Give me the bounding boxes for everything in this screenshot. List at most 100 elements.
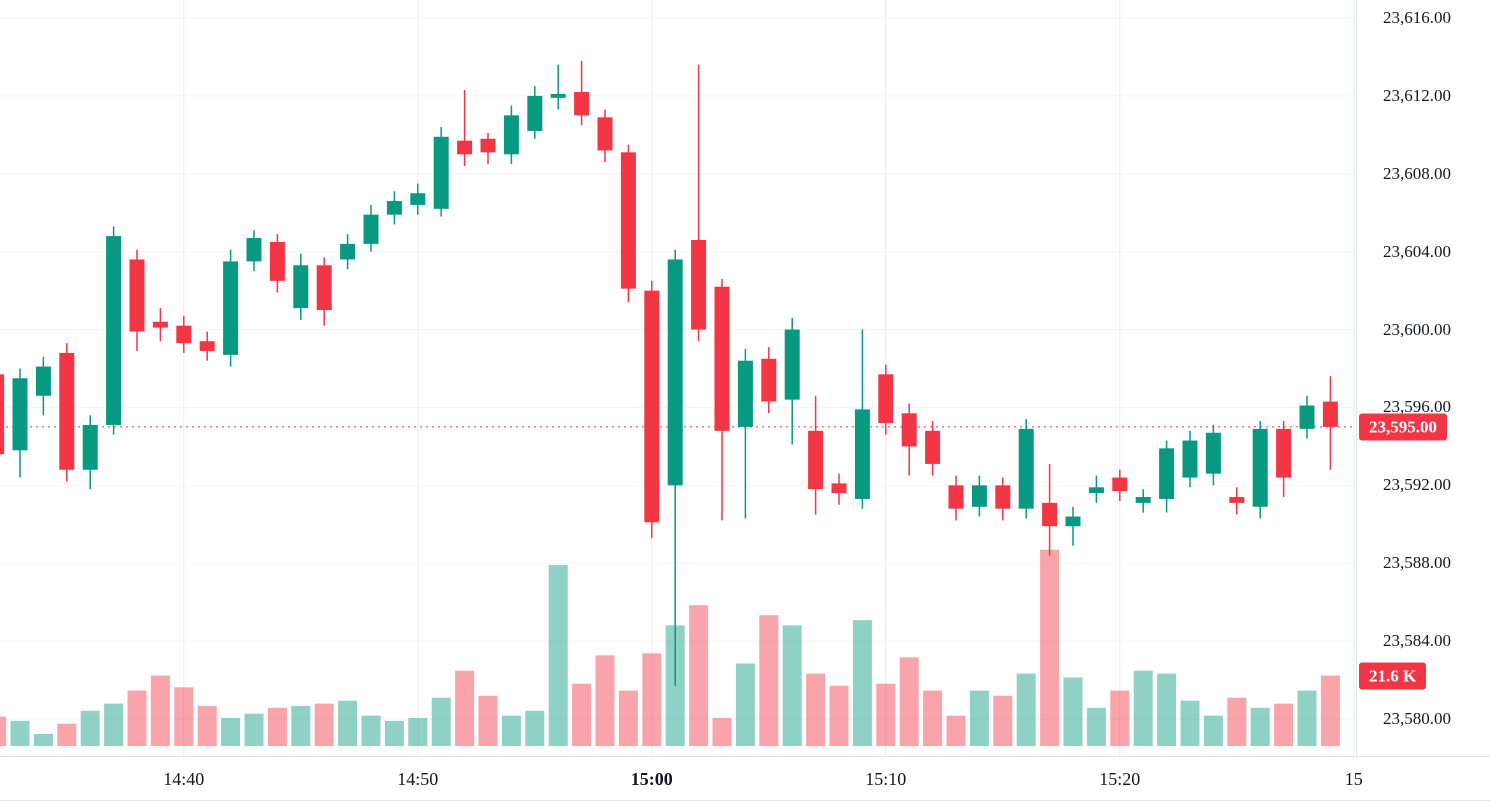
candle-body [1018, 428, 1034, 509]
volume-bar [1133, 670, 1153, 746]
volume-bar [969, 690, 989, 746]
volume-bar [314, 703, 334, 746]
volume-bar [595, 655, 615, 746]
candle-body [550, 93, 566, 98]
time-axis[interactable]: 14:40 14:50 15:00 15:10 15:20 15 [0, 756, 1490, 801]
candle-body [386, 201, 402, 215]
volume-bar [10, 720, 30, 746]
volume-bar [1157, 673, 1177, 746]
candle-body [620, 152, 636, 289]
candle-body [667, 259, 683, 486]
candle-body [761, 358, 777, 402]
candle-body [1159, 448, 1175, 499]
price-tick-label: 23,592.00 [1383, 475, 1451, 495]
volume-badge: 21.6 K [1359, 662, 1427, 690]
candle-body [1322, 401, 1338, 427]
candle-body [808, 430, 824, 490]
volume-bar [478, 695, 498, 746]
volume-bar [806, 673, 826, 746]
volume-bar [735, 663, 755, 746]
time-tick-label: 14:50 [397, 769, 439, 789]
candle-body [223, 261, 239, 355]
volume-bar [104, 703, 124, 746]
volume-bar [1016, 673, 1036, 746]
volume-bar [525, 710, 545, 746]
volume-bar [876, 683, 896, 746]
candle-body [1135, 497, 1151, 503]
volume-bar [899, 657, 919, 746]
volume-bar [946, 715, 966, 746]
volume-bar [384, 720, 404, 746]
candle-body [995, 485, 1011, 509]
volume-bar [174, 687, 194, 746]
volume-bar [1086, 707, 1106, 746]
candle-body [1205, 432, 1221, 474]
volume-bar [408, 717, 428, 746]
candle-body [1276, 428, 1292, 478]
time-tick-label: 14:40 [163, 769, 205, 789]
volume-bar [244, 713, 264, 746]
volume-bar [291, 705, 311, 746]
candle-body [503, 115, 519, 155]
bottom-divider [0, 800, 1490, 801]
candle-body [0, 374, 5, 455]
volume-bar [548, 565, 568, 746]
price-tick-label: 23,588.00 [1383, 553, 1451, 573]
candle-body [737, 360, 753, 427]
candle-body [948, 485, 964, 509]
volume-bar [572, 683, 592, 746]
price-tick-label: 23,608.00 [1383, 163, 1451, 183]
volume-bar [829, 685, 849, 746]
volume-bar [1063, 677, 1083, 746]
volume-bar [197, 705, 217, 746]
volume-bar [993, 695, 1013, 746]
candle-body [363, 214, 379, 244]
price-tick-label: 23,612.00 [1383, 85, 1451, 105]
candle-body [1229, 497, 1245, 503]
volume-bar [1297, 690, 1317, 746]
candle-body [878, 374, 894, 424]
volume-bar [1180, 700, 1200, 746]
chart-plot-area[interactable] [0, 0, 1356, 756]
candle-body [1112, 477, 1128, 492]
time-tick-label: 15:00 [630, 769, 673, 789]
candle-body [1252, 428, 1268, 507]
volume-bar [361, 715, 381, 746]
candle-body [410, 193, 426, 205]
candle-body [901, 413, 917, 447]
volume-bar [642, 653, 662, 746]
volume-bar [852, 620, 872, 746]
candle-body [152, 321, 168, 328]
volume-bar [150, 675, 170, 746]
volume-bar [618, 690, 638, 746]
price-tick-label: 23,584.00 [1383, 631, 1451, 651]
candle-body [527, 95, 543, 131]
candle-body [1042, 502, 1058, 527]
candle-body [246, 238, 262, 262]
volume-bar [782, 625, 802, 746]
volume-bar [80, 710, 100, 746]
candle-body [176, 325, 192, 344]
volume-bar [1320, 675, 1340, 746]
price-tick-label: 23,580.00 [1383, 709, 1451, 728]
volume-bar [712, 717, 732, 746]
volume-bar [1040, 549, 1060, 746]
volume-bar [923, 690, 943, 746]
price-tick-label: 23,600.00 [1383, 319, 1451, 339]
volume-bar [1110, 690, 1130, 746]
candle-body [1065, 516, 1081, 527]
volume-bar [1274, 703, 1294, 746]
candle-body [644, 290, 660, 523]
candle-body [59, 352, 75, 470]
last-price-badge: 23,595.00 [1359, 413, 1447, 441]
volume-bar [57, 723, 77, 746]
candle-body [82, 424, 98, 470]
candle-body [316, 265, 332, 311]
volume-bar [221, 717, 241, 746]
volume-bar [0, 716, 7, 746]
candle-body [784, 329, 800, 400]
price-axis[interactable]: 23,595.00 21.6 K 23,616.00 23,612.00 23,60… [1356, 0, 1490, 756]
candle-body [269, 241, 285, 281]
volume-bar [501, 715, 521, 746]
candle-body [854, 409, 870, 499]
